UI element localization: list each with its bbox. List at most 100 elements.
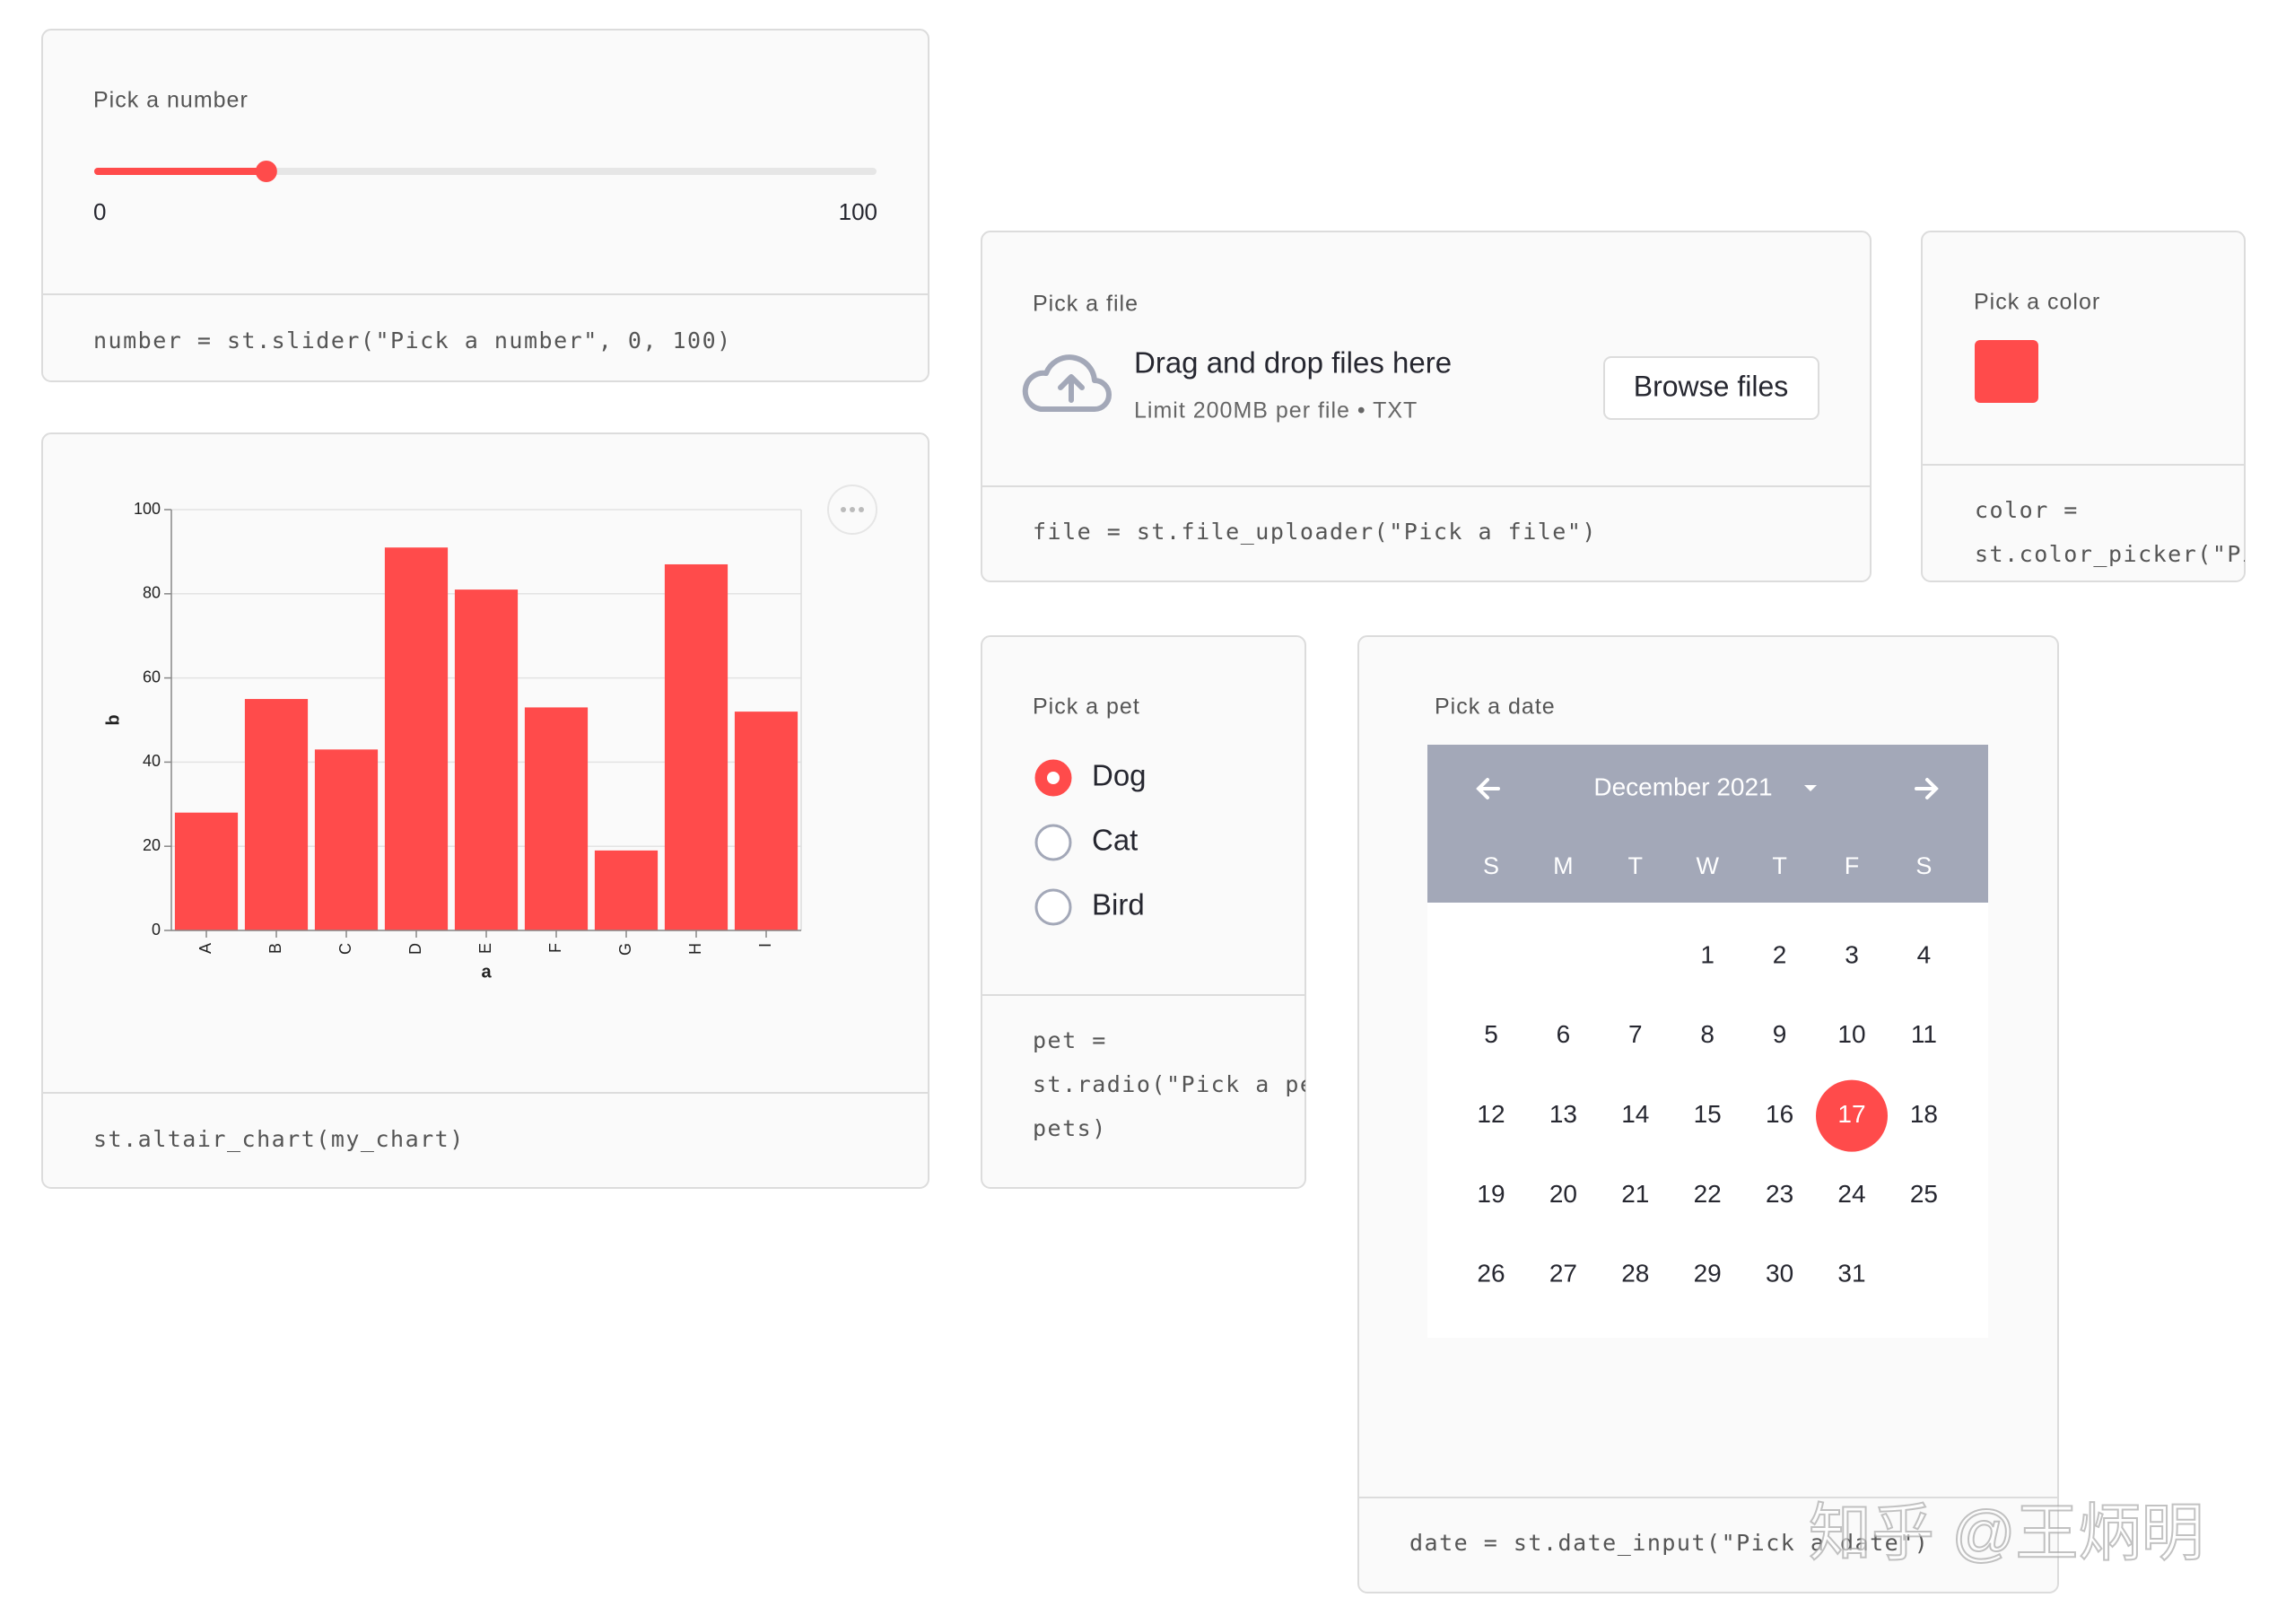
day[interactable]: 21 [1621,1180,1649,1208]
day[interactable]: 3 [1845,940,1859,968]
day[interactable]: 11 [1911,1020,1937,1048]
day[interactable]: 2 [1773,940,1787,968]
month-caret[interactable] [1804,785,1817,791]
slider-min: 0 [93,198,106,225]
code: number = st.slider("Pick a number", 0, 1… [93,327,732,354]
day[interactable]: 30 [1766,1260,1793,1288]
weekday: F [1845,852,1860,879]
x-tick-label: A [196,943,214,954]
y-tick-label: 100 [134,500,161,518]
radio-option: Bird [1092,888,1145,921]
color-panel [1921,231,2246,582]
month-label[interactable]: December 2021 [1593,773,1772,800]
day[interactable]: 22 [1694,1180,1722,1208]
color-label: Pick a color [1974,290,2100,315]
day[interactable]: 24 [1837,1180,1865,1208]
day[interactable]: 14 [1621,1100,1649,1128]
weekday: S [1483,852,1499,879]
y-axis-label: b [103,714,123,725]
weekday: T [1628,852,1644,879]
radio-label: Pick a pet [1033,694,1140,720]
y-tick-label: 20 [143,836,161,854]
date-label: Pick a date [1435,694,1556,720]
file-panel [981,231,1872,582]
bar [594,850,659,930]
y-tick-label: 40 [143,752,161,770]
code: pet = [1033,1027,1107,1053]
day[interactable]: 1 [1700,940,1714,968]
chart: 0 20 40 60 80 100 A B C D E F G H Ia b [103,500,802,982]
day[interactable]: 19 [1477,1180,1505,1208]
y-tick-label: 60 [143,668,161,685]
day[interactable]: 18 [1910,1100,1938,1128]
prev-month[interactable] [1476,778,1500,799]
x-tick-label: H [686,943,704,955]
day[interactable]: 10 [1837,1020,1865,1048]
x-tick-label: B [266,943,284,954]
day[interactable]: 8 [1700,1020,1714,1048]
day[interactable]: 28 [1621,1260,1649,1288]
slider-track [94,168,877,175]
weekday: S [1915,852,1932,879]
day[interactable]: 31 [1837,1260,1865,1288]
bar [454,589,519,930]
bar [734,712,798,930]
calendar-header [1427,745,1988,903]
day[interactable]: 16 [1766,1100,1793,1128]
x-tick-label: E [476,943,494,954]
day[interactable]: 29 [1694,1260,1722,1288]
code: pets) [1033,1115,1107,1141]
y-tick-label: 80 [143,584,161,602]
radio-button[interactable] [1034,824,1072,861]
menu-dots [841,507,864,512]
bar [524,707,589,930]
day[interactable]: 6 [1557,1020,1571,1048]
color-swatch[interactable] [1975,340,2038,403]
day[interactable]: 23 [1766,1180,1793,1208]
file-label: Pick a file [1033,292,1139,317]
day[interactable]: 13 [1549,1100,1577,1128]
code: st.radio("Pick a pe [1033,1071,1314,1097]
weekday: W [1696,852,1719,879]
day[interactable]: 12 [1477,1100,1505,1128]
code-block: pet = st.radio("Pick a pe pets) [1033,1027,1314,1141]
day[interactable]: 25 [1910,1180,1938,1208]
day[interactable]: 20 [1549,1180,1577,1208]
code: file = st.file_uploader("Pick a file") [1033,519,1597,545]
bar [314,749,379,930]
bar [384,547,449,930]
day[interactable]: 9 [1773,1020,1787,1048]
radio-dot [1047,772,1060,784]
browse-button[interactable] [1603,356,1819,420]
radio-button[interactable] [1034,888,1072,926]
weekday: M [1553,852,1574,879]
radio-option: Cat [1092,824,1138,857]
x-tick-label: F [546,943,564,953]
x-tick-label: G [616,943,634,956]
radio-option: Dog [1092,759,1147,792]
x-tick-label: C [336,943,354,955]
slider-fill [94,168,266,175]
file-prompt: Drag and drop files here [1134,346,1452,380]
day[interactable]: 26 [1477,1260,1505,1288]
selected-day [1816,1079,1888,1152]
file-limit: Limit 200MB per file • TXT [1134,398,1418,423]
day[interactable]: 15 [1694,1100,1722,1128]
slider-max: 100 [839,198,877,225]
slider-thumb[interactable] [255,161,277,182]
day[interactable]: 7 [1628,1020,1643,1048]
code: date = st.date_input("Pick a date") [1409,1530,1929,1556]
x-axis-label: a [481,962,492,982]
bar [174,812,239,930]
next-month[interactable] [1915,778,1939,799]
day[interactable]: 27 [1549,1260,1577,1288]
day[interactable]: 4 [1917,940,1932,968]
radio-group: Dog Cat Bird [1034,759,1147,926]
code: st.altair_chart(my_chart) [93,1126,465,1152]
day[interactable]: 17 [1837,1100,1865,1128]
day[interactable]: 5 [1484,1020,1498,1048]
y-tick-label: 0 [152,921,161,939]
